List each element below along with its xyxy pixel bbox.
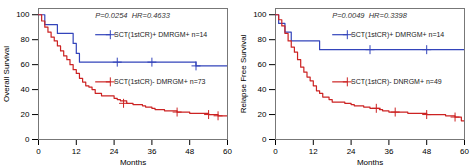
svg-text:36: 36	[384, 147, 393, 156]
svg-text:80: 80	[21, 35, 30, 44]
svg-text:Months: Months	[357, 158, 383, 167]
svg-text:60: 60	[460, 147, 469, 156]
svg-text:24: 24	[347, 147, 356, 156]
svg-text:P=0.0254 HR=0.4633: P=0.0254 HR=0.4633	[95, 11, 170, 20]
svg-text:60: 60	[223, 147, 232, 156]
svg-text:P=0.0049 HR=0.3398: P=0.0049 HR=0.3398	[332, 11, 407, 20]
svg-text:48: 48	[185, 147, 194, 156]
svg-text:20: 20	[21, 110, 30, 119]
svg-text:SCT(1stCR)- DNRGM+ n=49: SCT(1stCR)- DNRGM+ n=49	[351, 78, 442, 86]
svg-text:0: 0	[262, 135, 267, 144]
svg-text:60: 60	[258, 60, 267, 69]
svg-text:SCT(1stCR)- DMRGM+ n=73: SCT(1stCR)- DMRGM+ n=73	[114, 78, 206, 86]
svg-text:40: 40	[21, 85, 30, 94]
svg-text:Overall Survival: Overall Survival	[2, 46, 11, 102]
svg-text:0: 0	[36, 147, 41, 156]
svg-text:12: 12	[72, 147, 81, 156]
svg-text:12: 12	[309, 147, 318, 156]
svg-text:100: 100	[16, 10, 30, 19]
svg-text:24: 24	[110, 147, 119, 156]
svg-text:40: 40	[258, 85, 267, 94]
svg-text:36: 36	[147, 147, 156, 156]
svg-text:100: 100	[253, 10, 267, 19]
svg-text:20: 20	[258, 110, 267, 119]
svg-text:Relapse Free Survival: Relapse Free Survival	[239, 34, 248, 113]
svg-text:Months: Months	[120, 158, 146, 167]
svg-text:0: 0	[25, 135, 30, 144]
svg-text:SCT(1stCR)+ DMRGM+ n=14: SCT(1stCR)+ DMRGM+ n=14	[351, 31, 444, 39]
svg-text:60: 60	[21, 60, 30, 69]
svg-text:SCT(1stCR)+ DMRGM+ n=14: SCT(1stCR)+ DMRGM+ n=14	[114, 31, 207, 39]
svg-text:0: 0	[273, 147, 278, 156]
svg-text:80: 80	[258, 35, 267, 44]
svg-text:48: 48	[422, 147, 431, 156]
